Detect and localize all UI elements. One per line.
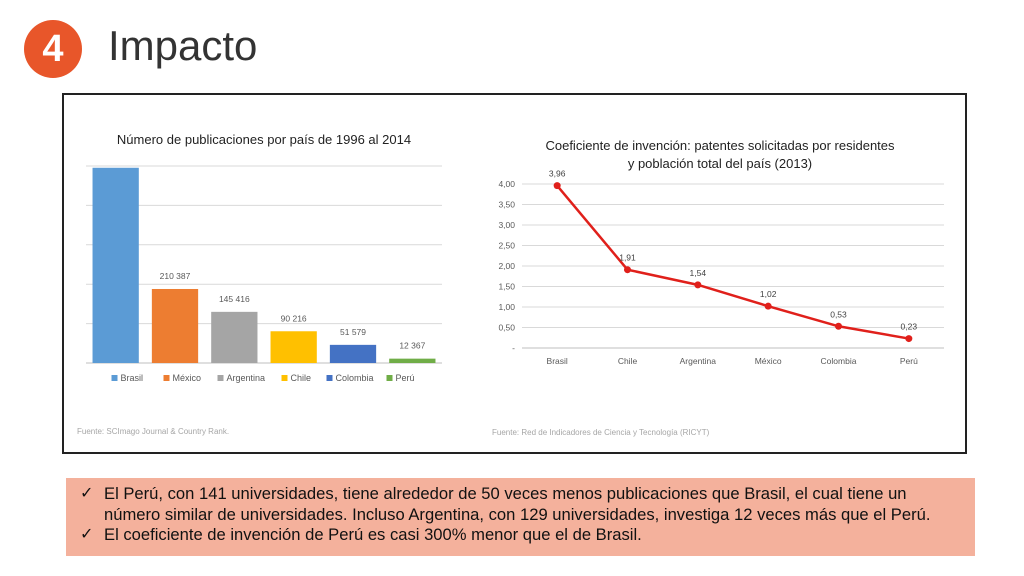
legend-swatch <box>217 375 224 381</box>
line-chart-title: Coeficiente de invención: patentes solic… <box>545 138 895 153</box>
legend-swatch <box>111 375 118 381</box>
y-tick-label: - <box>512 343 515 353</box>
bullet-list: ✓ El Perú, con 141 universidades, tiene … <box>80 484 965 546</box>
legend-label: Chile <box>291 373 312 383</box>
bar-data-label: 145 416 <box>219 294 250 304</box>
legend-label: Brasil <box>121 373 144 383</box>
bar-perú <box>389 358 436 363</box>
invention-line-chart: Coeficiente de invención: patentes solic… <box>492 138 944 437</box>
line-data-label: 3,96 <box>549 169 566 179</box>
invention-series-line <box>556 184 910 340</box>
bullet-item: ✓ El Perú, con 141 universidades, tiene … <box>80 484 965 525</box>
bar-chart-title: Número de publicaciones por país de 1996… <box>117 132 411 147</box>
bar-méxico <box>151 288 199 363</box>
charts-canvas: Número de publicaciones por país de 1996… <box>77 132 944 437</box>
point-colombia <box>835 322 842 330</box>
bullet-text: El Perú, con 141 universidades, tiene al… <box>104 484 931 524</box>
y-tick-label: 3,50 <box>498 200 515 210</box>
point-brasil <box>553 182 561 190</box>
bar-data-label: 12 367 <box>399 341 425 351</box>
bar-chart-source: Fuente: SCImago Journal & Country Rank. <box>77 427 229 436</box>
slide-number: 4 <box>42 27 64 70</box>
publications-bar-chart: Número de publicaciones por país de 1996… <box>77 132 442 436</box>
x-tick-label: México <box>755 356 782 366</box>
point-méxico <box>764 302 772 310</box>
y-tick-label: 1,50 <box>498 282 515 292</box>
y-tick-label: 2,50 <box>498 241 515 251</box>
line-data-label: 0,23 <box>901 322 918 332</box>
legend-swatch <box>386 375 393 381</box>
y-tick-label: 3,00 <box>498 220 515 230</box>
x-tick-label: Chile <box>618 356 638 366</box>
legend-swatch <box>163 375 170 381</box>
y-tick-label: 4,00 <box>498 179 515 189</box>
legend-label: Perú <box>396 373 415 383</box>
bar-brasil <box>92 167 139 363</box>
point-chile <box>624 266 631 274</box>
check-icon: ✓ <box>80 485 94 502</box>
point-perú <box>905 335 913 343</box>
bar-chile <box>270 331 317 363</box>
line-data-label: 1,91 <box>619 253 636 263</box>
line-chart-title: y población total del país (2013) <box>628 156 812 171</box>
x-tick-label: Perú <box>900 356 918 366</box>
charts-frame: Número de publicaciones por país de 1996… <box>62 93 967 454</box>
legend-swatch <box>281 375 288 381</box>
point-argentina <box>694 281 702 289</box>
x-tick-label: Argentina <box>680 356 717 366</box>
slide-number-badge: 4 <box>24 20 82 78</box>
x-tick-label: Colombia <box>821 356 857 366</box>
line-chart-source: Fuente: Red de Indicadores de Ciencia y … <box>492 428 710 437</box>
legend-swatch <box>326 375 333 381</box>
line-data-label: 1,02 <box>760 289 777 299</box>
summary-box: ✓ El Perú, con 141 universidades, tiene … <box>66 478 975 556</box>
y-tick-label: 1,00 <box>498 302 515 312</box>
bar-data-label: 210 387 <box>160 271 191 281</box>
bullet-text: El coeficiente de invención de Perú es c… <box>104 525 642 544</box>
bar-argentina <box>211 311 258 363</box>
check-icon: ✓ <box>80 526 94 543</box>
legend-label: Argentina <box>227 373 266 383</box>
bar-colombia <box>329 344 377 363</box>
bar-data-label: 90 216 <box>281 313 307 323</box>
page-title: Impacto <box>108 22 258 69</box>
bullet-item: ✓ El coeficiente de invención de Perú es… <box>80 525 965 546</box>
bar-data-label: 51 579 <box>340 327 366 337</box>
legend-label: México <box>173 373 202 383</box>
x-tick-label: Brasil <box>547 356 568 366</box>
y-tick-label: 0,50 <box>498 323 515 333</box>
line-data-label: 0,53 <box>830 309 847 319</box>
y-tick-label: 2,00 <box>498 261 515 271</box>
line-data-label: 1,54 <box>690 268 707 278</box>
legend-label: Colombia <box>336 373 374 383</box>
